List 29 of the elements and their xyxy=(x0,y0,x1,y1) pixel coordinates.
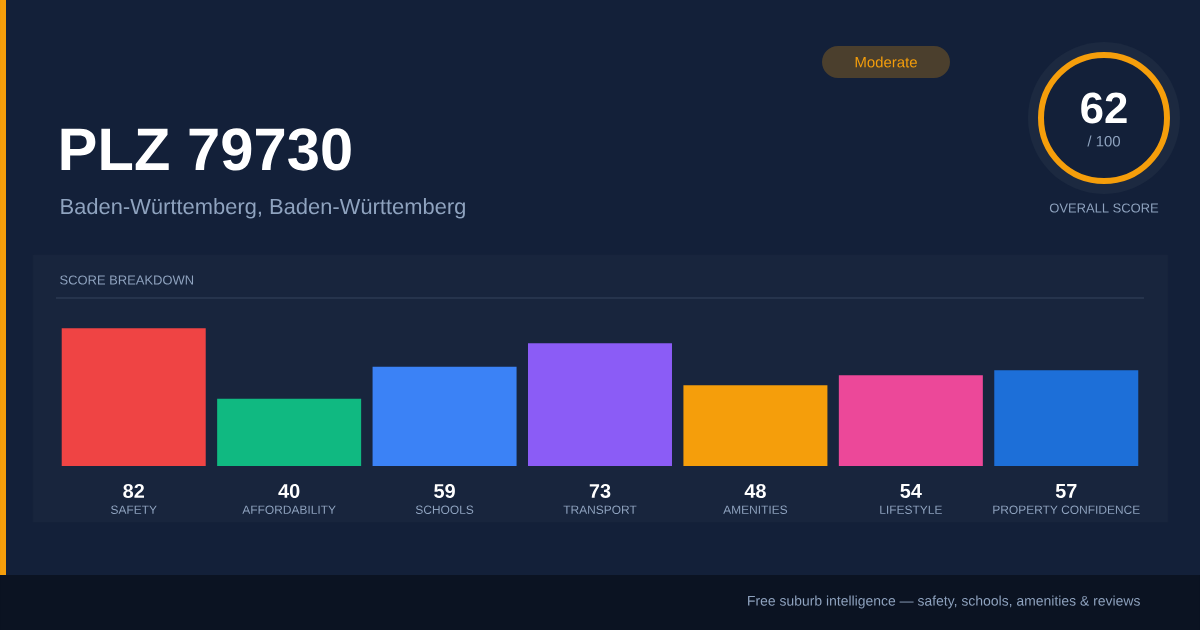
text: Moderate xyxy=(855,56,917,68)
bar xyxy=(372,366,517,466)
x-tick-label: AFFORDABILITY xyxy=(242,505,336,514)
text: Free suburb intelligence — safety, schools, amenities & reviews xyxy=(748,595,1140,609)
x-tick-label: PROPERTY CONFIDENCE xyxy=(993,505,1140,514)
chart-subtitle: Baden-Württemberg, Baden-Württemberg xyxy=(61,198,465,219)
x-tick-label: TRANSPORT xyxy=(563,505,637,514)
bar xyxy=(683,385,828,466)
data-label: 54 xyxy=(900,484,922,498)
x-tick-label: AMENITIES xyxy=(723,505,788,514)
data-label: 40 xyxy=(278,483,300,499)
text: 62 xyxy=(1081,92,1127,124)
data-label: 59 xyxy=(434,483,455,499)
x-tick-label: LIFESTYLE xyxy=(880,505,942,514)
bar xyxy=(217,398,362,466)
text: / 100 xyxy=(1087,135,1121,147)
x-tick-label: SCHOOLS xyxy=(415,505,474,514)
data-label: 73 xyxy=(589,483,611,499)
chart-title: PLZ 79730 xyxy=(61,128,351,171)
bar xyxy=(527,343,672,466)
text: SCORE BREAKDOWN xyxy=(60,275,194,285)
data-label: 48 xyxy=(744,483,766,499)
data-label: 57 xyxy=(1055,484,1077,498)
x-tick-label: SAFETY xyxy=(111,505,157,514)
data-label: 82 xyxy=(123,483,144,499)
text: OVERALL SCORE xyxy=(1049,203,1159,213)
bar xyxy=(994,370,1139,466)
bar xyxy=(61,328,206,466)
bar xyxy=(838,375,983,466)
